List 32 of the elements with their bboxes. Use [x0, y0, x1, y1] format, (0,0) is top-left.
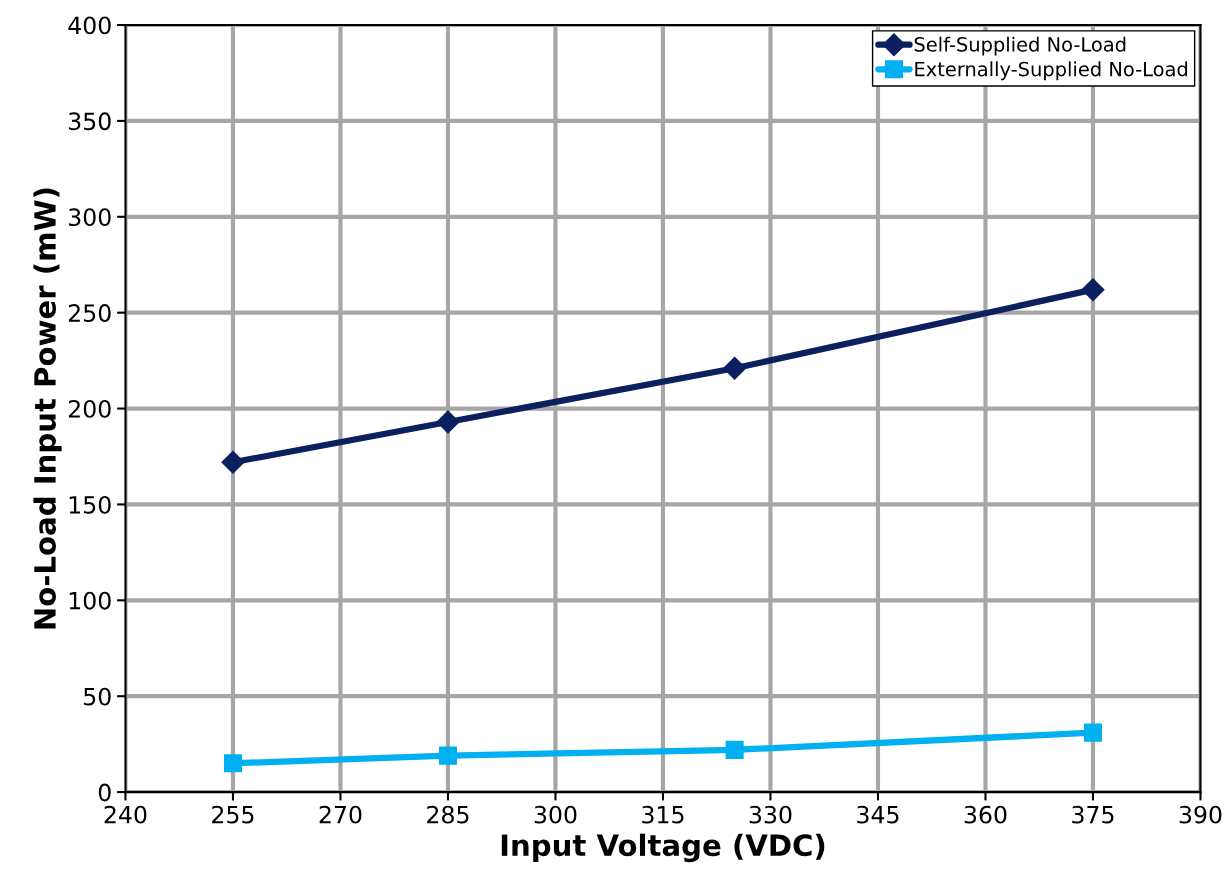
y-tick-label: 200 — [68, 400, 111, 418]
point — [723, 356, 747, 380]
x-tick-label: 375 — [1072, 805, 1114, 824]
point — [1081, 278, 1105, 302]
y-tick-label: 50 — [84, 687, 111, 706]
point — [223, 754, 242, 773]
y-tick-label: 0 — [98, 783, 111, 802]
point — [725, 740, 744, 759]
y-tick-label: 400 — [68, 16, 111, 35]
y-axis-title: No-Load Input Power (mW) — [33, 188, 62, 629]
point — [436, 410, 460, 434]
point — [221, 450, 245, 474]
y-tick-label: 300 — [69, 208, 111, 227]
x-tick-label: 345 — [857, 805, 899, 824]
legend-label: Externally-Supplied No-Load — [915, 61, 1188, 81]
x-tick-label: 240 — [104, 805, 147, 824]
y-tick-label: 100 — [69, 591, 111, 610]
point — [438, 746, 457, 765]
x-tick-label: 360 — [964, 805, 1007, 824]
x-tick-label: 300 — [534, 805, 577, 824]
y-tick-label: 150 — [69, 495, 111, 514]
x-tick-label: 285 — [427, 805, 469, 824]
y-tick-label: 250 — [68, 304, 111, 322]
x-tick-label: 390 — [1179, 805, 1222, 824]
x-tick-label: 330 — [749, 805, 792, 824]
y-tick-label: 350 — [69, 112, 111, 131]
legend-label: Self-Supplied No-Load — [914, 36, 1126, 56]
x-axis-title: Input Voltage (VDC) — [501, 833, 825, 863]
x-tick-label: 270 — [319, 805, 362, 824]
x-tick-label: 315 — [642, 805, 684, 824]
x-tick-label: 255 — [212, 805, 254, 824]
point — [1083, 723, 1103, 742]
